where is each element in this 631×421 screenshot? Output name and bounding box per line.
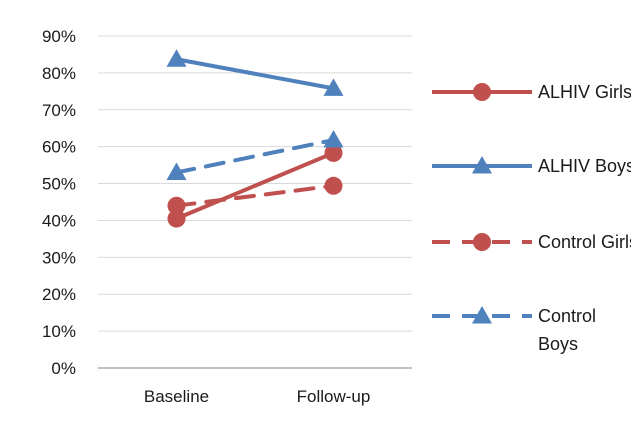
data-point-triangle-icon — [166, 49, 187, 67]
y-tick-label: 40% — [42, 211, 76, 230]
y-axis: 0% 10% 20% 30% 40% 50% 60% 70% 80% 90% — [42, 27, 76, 378]
x-tick-label: Baseline — [144, 387, 209, 406]
y-tick-label: 0% — [51, 359, 76, 378]
legend-label: ALHIV Girls — [538, 82, 631, 102]
data-point-circle-icon — [324, 143, 343, 162]
x-axis: Baseline Follow-up — [144, 387, 370, 406]
series-lines — [174, 57, 336, 221]
y-tick-label: 10% — [42, 322, 76, 341]
data-point-circle-icon — [167, 196, 186, 215]
legend: ALHIV Girls ALHIV Boys Control Girls Contro… — [432, 82, 631, 354]
legend-circle-icon — [473, 233, 491, 251]
y-tick-label: 20% — [42, 285, 76, 304]
gridlines — [98, 35, 412, 369]
series-line — [174, 183, 336, 208]
legend-triangle-icon — [472, 306, 492, 324]
y-tick-label: 60% — [42, 138, 76, 157]
data-point-triangle-icon — [166, 162, 187, 180]
data-point-triangle-icon — [323, 130, 344, 148]
y-tick-label: 30% — [42, 248, 76, 267]
x-tick-label: Follow-up — [297, 387, 371, 406]
y-tick-label: 50% — [42, 175, 76, 194]
legend-label: Control — [538, 306, 596, 326]
data-point-triangle-icon — [323, 78, 344, 96]
legend-label: Boys — [538, 334, 578, 354]
series-line — [174, 57, 336, 91]
legend-label: ALHIV Boys — [538, 156, 631, 176]
y-tick-label: 80% — [42, 64, 76, 83]
data-point-circle-icon — [167, 209, 186, 228]
y-tick-label: 90% — [42, 27, 76, 46]
data-point-circle-icon — [324, 176, 343, 195]
series-markers — [166, 49, 344, 228]
legend-circle-icon — [473, 83, 491, 101]
series-line — [174, 150, 336, 221]
legend-label: Control Girls — [538, 232, 631, 252]
series-line — [174, 138, 336, 175]
legend-triangle-icon — [472, 156, 492, 174]
y-tick-label: 70% — [42, 101, 76, 120]
